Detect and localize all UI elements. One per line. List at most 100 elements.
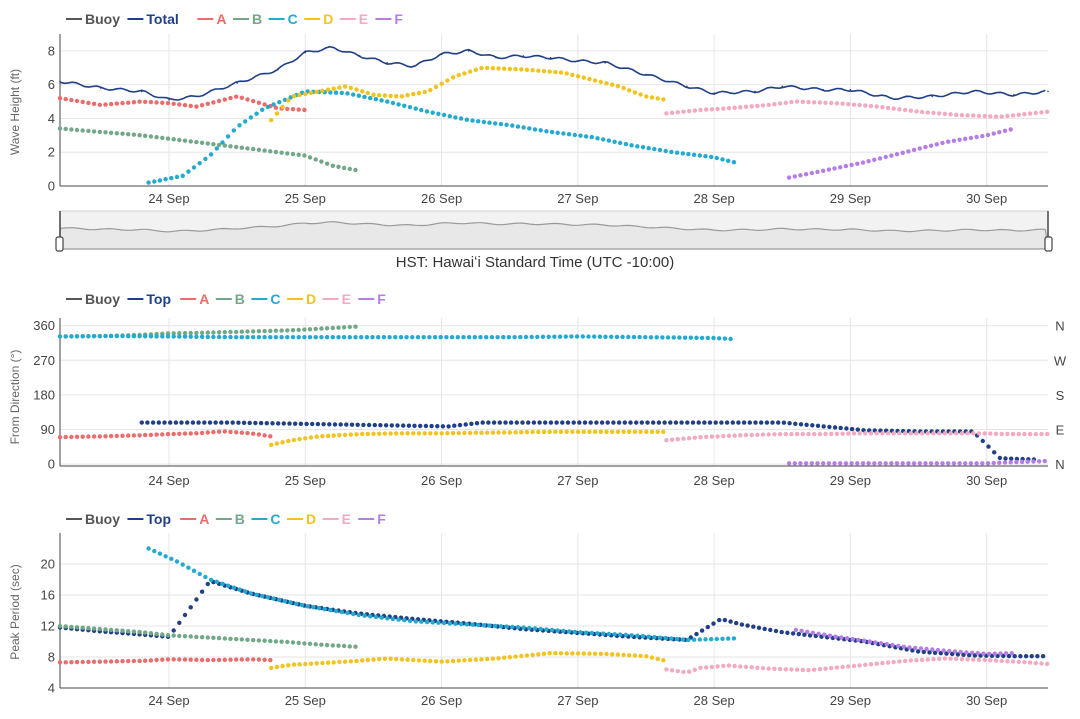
direction-y-tick-label: 270 — [33, 353, 55, 368]
direction-f-point — [826, 461, 832, 466]
peak-period-legend[interactable]: Buoy Top A B C D E F — [66, 511, 386, 527]
peak-period-c-point — [726, 636, 731, 641]
peak-period-c-point — [271, 596, 276, 601]
wave-height-b-point — [194, 139, 199, 145]
legend-item-c[interactable]: C — [251, 291, 281, 307]
peak-period-e-point — [840, 664, 845, 670]
direction-top-point — [537, 420, 542, 425]
legend-item-e[interactable]: E — [339, 11, 368, 27]
legend-item-top[interactable]: Top — [127, 291, 171, 307]
peak-period-a-point — [74, 659, 80, 665]
legend-item-a[interactable]: A — [180, 291, 209, 307]
peak-period-e-point — [777, 666, 783, 672]
legend-item-f[interactable]: F — [375, 11, 403, 27]
peak-period-top-point — [961, 652, 966, 657]
peak-period-d-point — [553, 651, 558, 656]
wave-height-e-point — [1005, 113, 1010, 119]
direction-top-point — [293, 421, 298, 426]
time-range-slider[interactable] — [55, 210, 1053, 252]
peak-period-b-point — [273, 639, 279, 644]
wave-height-c-point — [458, 116, 464, 121]
peak-period-d-point — [502, 655, 507, 660]
wave-height-f-point — [815, 169, 820, 175]
peak-period-top-point — [955, 652, 961, 657]
legend-label-a: A — [216, 11, 226, 27]
legend-label-buoy: Buoy — [85, 11, 120, 27]
wave-height-d-point — [507, 66, 513, 72]
legend-item-d[interactable]: D — [287, 511, 316, 527]
wave-height-b-point — [143, 133, 148, 138]
wave-height-d-point — [558, 70, 564, 75]
direction-top-point — [270, 421, 275, 426]
direction-legend[interactable]: Buoy Top A B C D E F — [66, 291, 386, 307]
direction-f-point — [1036, 459, 1042, 464]
direction-top-point — [304, 421, 309, 427]
legend-label-c: C — [288, 11, 298, 27]
wave-height-legend[interactable]: Buoy Total A B C D E F — [66, 11, 403, 27]
legend-item-b[interactable]: B — [233, 11, 262, 27]
direction-plot-area[interactable]: 24 Sep 25 Sep 26 Sep 27 Sep 28 Sep 29 Sep 30 S… — [33, 318, 1050, 488]
peak-period-f-point — [827, 633, 833, 638]
peak-period-f-point — [850, 636, 855, 642]
peak-period-e-point — [874, 661, 879, 666]
peak-period-c-point — [436, 620, 441, 625]
wave-height-total-point — [386, 61, 388, 64]
peak-period-c-point — [163, 554, 168, 559]
legend-item-buoy[interactable]: Buoy — [66, 511, 120, 527]
legend-item-a[interactable]: A — [197, 11, 227, 27]
range-slider-left-handle[interactable] — [55, 236, 64, 252]
peak-period-d-point — [456, 658, 461, 663]
wave-height-a-point — [154, 100, 159, 105]
direction-c-point — [688, 335, 693, 340]
direction-top-point — [1009, 456, 1014, 461]
direction-b-point — [324, 326, 330, 331]
peak-period-c-point — [373, 614, 379, 620]
legend-label-e: E — [359, 11, 368, 27]
wave-height-a-point — [205, 101, 210, 107]
peak-period-e-point — [806, 667, 811, 673]
direction-top-point — [526, 420, 531, 425]
legend-item-e[interactable]: E — [322, 511, 351, 527]
direction-e-point — [999, 431, 1004, 437]
legend-item-b[interactable]: B — [215, 511, 245, 527]
direction-x-tick-label: 24 Sep — [148, 473, 189, 488]
legend-item-buoy[interactable]: Buoy — [66, 11, 120, 27]
legend-item-d[interactable]: D — [304, 11, 333, 27]
peak-period-d-point — [360, 658, 365, 663]
legend-item-a[interactable]: A — [180, 511, 209, 527]
peak-period-plot-area[interactable]: 24 Sep 25 Sep 26 Sep 27 Sep 28 Sep 29 Sep 30 S… — [41, 533, 1050, 708]
peak-period-f-point — [844, 636, 850, 641]
direction-y-tick-label: 180 — [33, 387, 55, 402]
legend-item-e[interactable]: E — [322, 291, 351, 307]
peak-period-e-point — [965, 657, 970, 662]
legend-item-f[interactable]: F — [358, 291, 386, 307]
wave-height-c-point — [225, 134, 231, 139]
legend-item-f[interactable]: F — [358, 511, 386, 527]
peak-period-a-point — [216, 657, 222, 663]
wave-height-a-point — [222, 97, 227, 102]
wave-height-c-point — [368, 95, 373, 101]
legend-item-c[interactable]: C — [251, 511, 281, 527]
peak-period-top-point — [705, 624, 710, 630]
peak-period-c-point — [328, 607, 333, 613]
peak-period-c-point — [345, 610, 350, 616]
legend-item-b[interactable]: B — [215, 291, 245, 307]
wave-height-f-point — [923, 144, 928, 150]
wave-height-c-point — [436, 111, 441, 117]
peak-period-f-point — [896, 643, 901, 649]
wave-height-e-point — [777, 101, 783, 106]
legend-item-c[interactable]: C — [268, 11, 298, 27]
legend-item-buoy[interactable]: Buoy — [66, 291, 120, 307]
range-slider-right-handle[interactable] — [1044, 236, 1053, 252]
direction-d-point — [661, 429, 666, 434]
legend-item-top[interactable]: Top — [127, 511, 171, 527]
direction-c-point — [529, 334, 534, 340]
direction-c-point — [586, 334, 591, 339]
legend-item-d[interactable]: D — [287, 291, 316, 307]
wave-height-plot-area[interactable]: 24 Sep 25 Sep 26 Sep 27 Sep 28 Sep 29 Sep 30 S… — [48, 34, 1050, 206]
wave-height-d-point — [496, 66, 501, 71]
direction-c-point — [256, 335, 262, 340]
peak-period-e-point — [948, 656, 953, 661]
direction-d-point — [530, 429, 535, 435]
legend-item-total[interactable]: Total — [127, 11, 179, 27]
